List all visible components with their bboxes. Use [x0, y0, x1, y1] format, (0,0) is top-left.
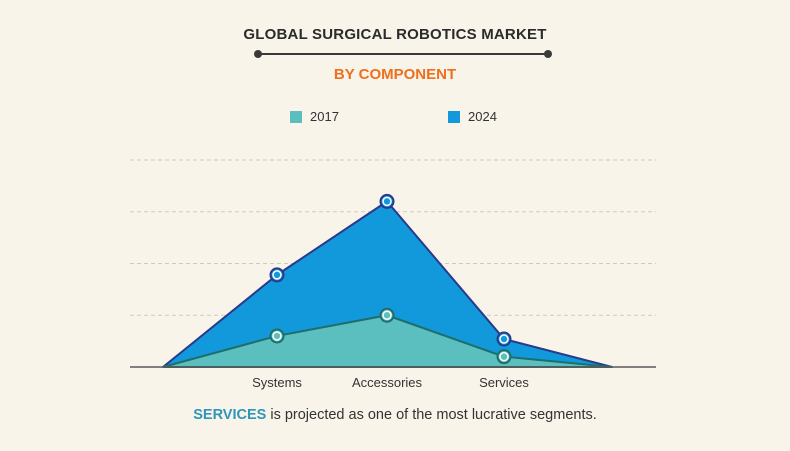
title-underline [258, 53, 548, 55]
x-tick-label-Systems: Systems [252, 375, 302, 390]
footnote-text: is projected as one of the most lucrativ… [266, 407, 597, 423]
data-point-ring-2024-Services [499, 334, 509, 344]
title-underline-right-dot [544, 50, 552, 58]
data-point-ring-2017-Systems [272, 331, 282, 341]
legend-swatch-2017 [290, 110, 302, 123]
footnote-highlight: SERVICES [193, 407, 267, 423]
chart-title: GLOBAL SURGICAL ROBOTICS MARKET [243, 26, 547, 43]
data-point-ring-2024-Accessories [382, 196, 392, 207]
data-point-ring-2024-Systems [272, 270, 282, 280]
legend-label-2024: 2024 [468, 109, 497, 124]
chart-subtitle: BY COMPONENT [333, 66, 457, 83]
footnote: SERVICES is projected as one of the most… [0, 407, 790, 423]
x-tick-label-Accessories: Accessories [352, 375, 423, 390]
legend-item-2024: 2024 [448, 109, 497, 124]
legend-item-2017: 2017 [290, 109, 339, 124]
data-point-ring-2017-Accessories [382, 310, 392, 320]
legend-label-2017: 2017 [310, 109, 339, 124]
data-point-ring-2017-Services [499, 351, 509, 362]
x-tick-label-Services: Services [479, 375, 529, 390]
legend-swatch-2024 [448, 110, 460, 123]
title-underline-left-dot [254, 50, 262, 58]
